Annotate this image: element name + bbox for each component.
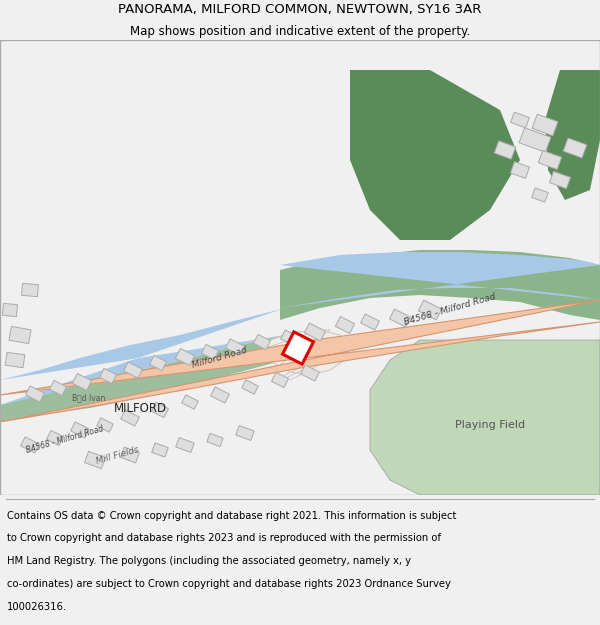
Bar — [236, 426, 254, 441]
Bar — [124, 362, 142, 378]
Bar — [304, 323, 326, 341]
Bar — [2, 303, 17, 317]
Polygon shape — [0, 300, 600, 422]
Bar — [532, 114, 558, 136]
Bar — [20, 437, 40, 453]
Bar — [71, 422, 89, 438]
Bar — [563, 138, 587, 158]
Bar — [46, 431, 64, 446]
Bar — [5, 352, 25, 367]
Text: Milford Road: Milford Road — [191, 346, 248, 370]
Bar — [253, 334, 271, 349]
Bar — [511, 112, 529, 128]
Text: HM Land Registry. The polygons (including the associated geometry, namely x, y: HM Land Registry. The polygons (includin… — [7, 556, 411, 566]
Bar — [211, 387, 229, 403]
Text: PANORAMA, MILFORD COMMON, NEWTOWN, SY16 3AR: PANORAMA, MILFORD COMMON, NEWTOWN, SY16 … — [118, 4, 482, 16]
Bar — [226, 339, 244, 355]
Polygon shape — [280, 250, 600, 320]
Bar — [100, 368, 116, 384]
Bar — [182, 395, 198, 409]
Bar — [152, 443, 168, 457]
Bar — [26, 386, 44, 402]
Text: Contains OS data © Crown copyright and database right 2021. This information is : Contains OS data © Crown copyright and d… — [7, 511, 457, 521]
Polygon shape — [265, 330, 330, 375]
Text: B4568 - Milford Road: B4568 - Milford Road — [25, 424, 105, 456]
Bar — [121, 447, 139, 463]
Polygon shape — [0, 335, 285, 422]
Bar — [418, 300, 442, 320]
Bar — [532, 188, 548, 202]
Bar — [176, 438, 194, 452]
Bar — [361, 314, 379, 330]
Bar — [301, 365, 319, 381]
Bar — [121, 410, 139, 426]
Bar — [49, 381, 67, 396]
Bar — [281, 330, 299, 346]
Polygon shape — [350, 70, 520, 240]
Bar — [149, 356, 167, 371]
Bar — [207, 433, 223, 447]
Bar — [175, 349, 194, 366]
Text: MILFORD: MILFORD — [113, 401, 167, 414]
Text: Map shows position and indicative extent of the property.: Map shows position and indicative extent… — [130, 25, 470, 38]
Bar — [511, 162, 530, 178]
Bar — [494, 141, 515, 159]
Bar — [242, 380, 258, 394]
Bar — [73, 374, 92, 391]
Bar — [202, 344, 218, 359]
Text: Playing Field: Playing Field — [455, 420, 525, 430]
Bar — [271, 372, 289, 388]
Text: to Crown copyright and database rights 2023 and is reproduced with the permissio: to Crown copyright and database rights 2… — [7, 533, 441, 543]
Bar — [9, 326, 31, 344]
Polygon shape — [265, 330, 350, 375]
Text: co-ordinates) are subject to Crown copyright and database rights 2023 Ordnance S: co-ordinates) are subject to Crown copyr… — [7, 579, 451, 589]
Bar — [335, 316, 355, 334]
Polygon shape — [280, 252, 600, 308]
Text: Bͦd Ivan: Bͦd Ivan — [72, 394, 106, 402]
Bar — [22, 283, 38, 297]
Bar — [538, 151, 562, 169]
Polygon shape — [0, 308, 285, 405]
Bar — [85, 451, 106, 469]
Bar — [283, 332, 313, 364]
Text: Mill Fields: Mill Fields — [95, 444, 140, 466]
Text: B4568 - Milford Road: B4568 - Milford Road — [403, 292, 497, 328]
Polygon shape — [545, 70, 600, 200]
Bar — [151, 402, 169, 418]
Text: 100026316.: 100026316. — [7, 602, 67, 612]
Bar — [550, 171, 571, 189]
Bar — [519, 127, 551, 152]
Polygon shape — [370, 340, 600, 495]
Bar — [97, 418, 113, 432]
Bar — [389, 309, 410, 327]
